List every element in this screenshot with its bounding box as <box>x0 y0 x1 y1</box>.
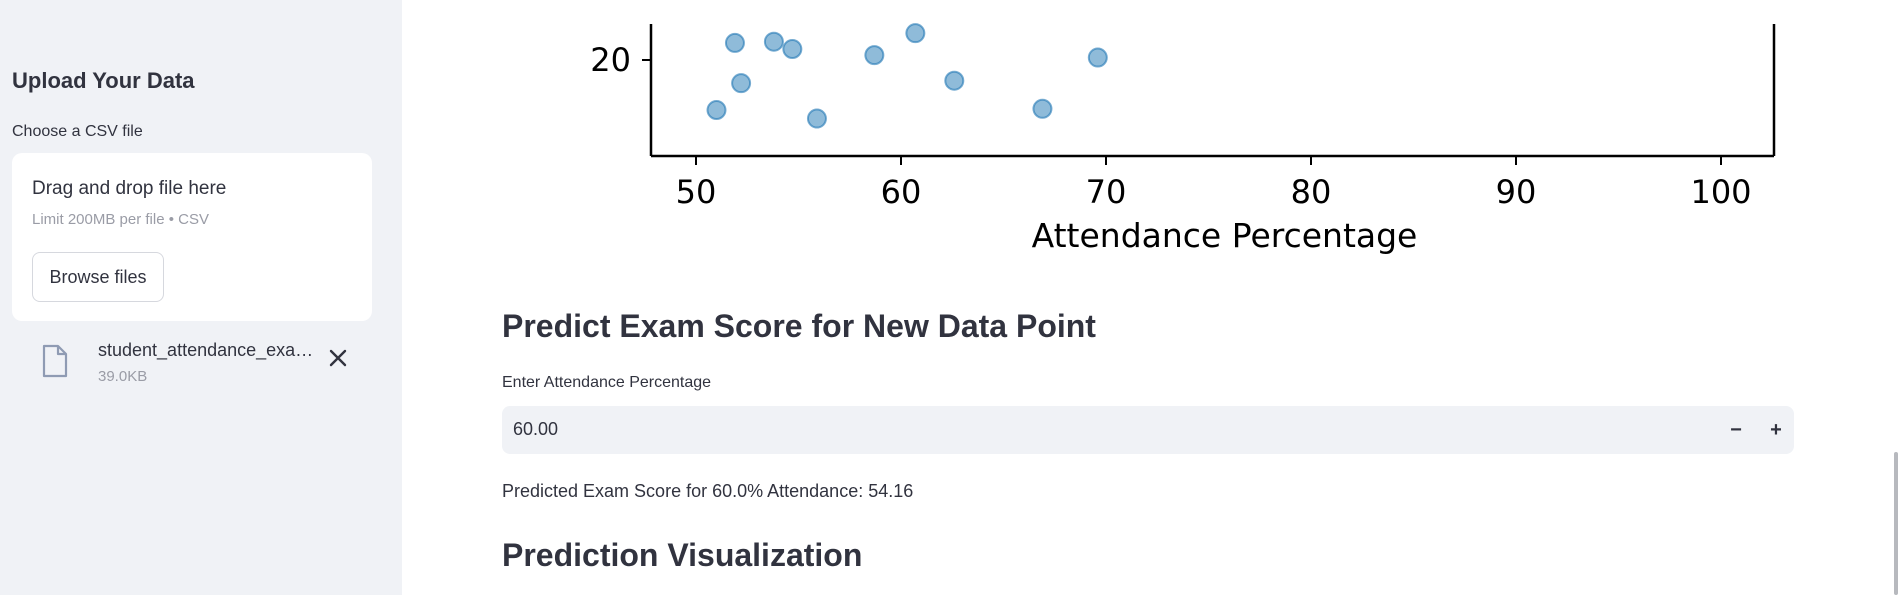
sidebar-title: Upload Your Data <box>12 68 195 93</box>
file-dropzone[interactable]: Drag and drop file here Limit 200MB per … <box>12 153 372 321</box>
scrollbar-thumb[interactable] <box>1894 452 1898 595</box>
data-point <box>864 45 885 66</box>
data-point <box>731 73 752 94</box>
uploaded-file-name: student_attendance_exa… <box>98 340 314 360</box>
data-point <box>706 100 727 121</box>
scroll-clip <box>402 0 1900 22</box>
dropzone-title: Drag and drop file here <box>32 178 227 199</box>
x-tick-label: 80 <box>1291 173 1332 211</box>
x-tick-label: 70 <box>1086 173 1127 211</box>
data-point <box>724 32 745 53</box>
data-point <box>905 23 926 44</box>
increment-button[interactable]: + <box>1770 418 1782 441</box>
uploaded-file-item: student_attendance_exa… 39.0KB <box>0 336 402 396</box>
file-uploader-label: Choose a CSV file <box>12 123 143 140</box>
x-tick-label: 90 <box>1496 173 1537 211</box>
attendance-input-label: Enter Attendance Percentage <box>502 374 712 391</box>
predict-section-title: Predict Exam Score for New Data Point <box>502 308 1096 344</box>
y-tick-label: 20 <box>590 41 631 79</box>
attendance-number-input[interactable]: 60.00 − + <box>502 406 1794 454</box>
attendance-input-value[interactable]: 60.00 <box>513 419 559 439</box>
data-point <box>944 70 965 91</box>
prediction-result-text: Predicted Exam Score for 60.0% Attendanc… <box>502 481 914 501</box>
x-axis-label: Attendance Percentage <box>1032 216 1418 255</box>
data-point <box>763 31 784 52</box>
x-tick-label: 100 <box>1690 173 1751 211</box>
data-point <box>806 108 827 129</box>
decrement-button[interactable]: − <box>1730 418 1742 441</box>
data-point <box>1032 98 1053 119</box>
main-content: 50 60 70 80 90 100 20 Attendance Percentage Pre… <box>402 0 1900 595</box>
scatter-chart: 50 60 70 80 90 100 20 Attendance Percentage <box>402 0 1900 270</box>
x-tick-label: 60 <box>881 173 922 211</box>
uploaded-file-size: 39.0KB <box>98 368 148 385</box>
file-icon <box>42 344 68 383</box>
sidebar: Upload Your Data Choose a CSV file Drag … <box>0 0 402 595</box>
dropzone-limit: Limit 200MB per file • CSV <box>32 211 209 228</box>
chart-svg: 50 60 70 80 90 100 20 Attendance Percentage <box>402 0 1900 255</box>
browse-files-button[interactable]: Browse files <box>32 252 164 302</box>
close-icon[interactable] <box>328 348 348 373</box>
prediction-visualization-title: Prediction Visualization <box>502 537 863 573</box>
data-point <box>1087 47 1108 68</box>
data-point <box>782 39 803 60</box>
x-tick-label: 50 <box>676 173 717 211</box>
